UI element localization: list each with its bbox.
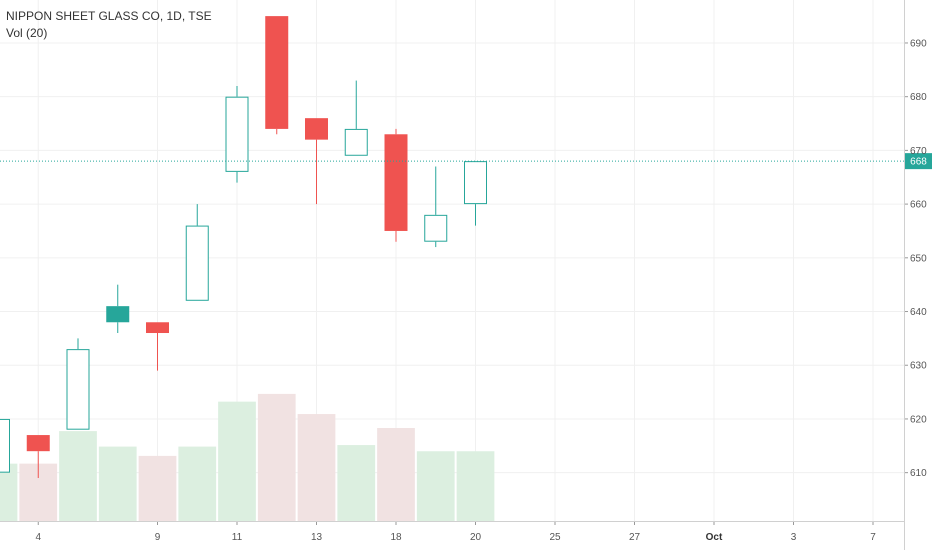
- symbol-title[interactable]: NIPPON SHEET GLASS CO, 1D, TSE: [6, 9, 212, 23]
- volume-indicator-label[interactable]: Vol (20): [6, 26, 48, 40]
- volume-bar: [218, 401, 256, 521]
- volume-bar: [337, 445, 376, 521]
- y-tick-label: 660: [910, 200, 927, 211]
- volume-bar: [257, 393, 296, 521]
- chart-legend: NIPPON SHEET GLASS CO, 1D, TSE Vol (20): [6, 8, 212, 42]
- volume-bar: [297, 414, 336, 521]
- x-tick-label: 9: [155, 532, 161, 543]
- candle-body: [185, 225, 209, 301]
- x-tick-label: 27: [629, 532, 641, 543]
- x-tick-label: 11: [232, 532, 243, 543]
- volume-bar: [59, 431, 97, 521]
- candle-body: [424, 214, 448, 242]
- candle-body: [225, 96, 249, 172]
- x-tick-label: 25: [549, 532, 561, 543]
- x-tick-label: 7: [870, 532, 876, 543]
- y-tick-label: 650: [910, 253, 927, 264]
- volume-bar: [416, 451, 455, 521]
- x-tick-label: 18: [390, 532, 402, 543]
- x-tick-label: 20: [470, 532, 482, 543]
- volume-bar: [178, 446, 217, 521]
- candles: [0, 16, 487, 479]
- candle-body: [66, 349, 90, 430]
- candle-body: [384, 134, 408, 231]
- candle-body: [305, 118, 328, 140]
- volume-bar: [377, 428, 415, 521]
- candle-body: [344, 128, 368, 156]
- y-tick-label: 610: [910, 468, 927, 479]
- volume-bar: [138, 455, 177, 521]
- y-tick-label: 620: [910, 414, 927, 425]
- y-tick-label: 640: [910, 307, 927, 318]
- x-tick-label: 4: [35, 532, 41, 543]
- y-tick-label: 680: [910, 92, 927, 103]
- volume-bar: [0, 463, 18, 521]
- x-tick-label: Oct: [706, 532, 723, 543]
- x-tick-label: 3: [791, 532, 797, 543]
- candle-body: [265, 16, 289, 129]
- candle-body: [0, 418, 10, 473]
- candle-body: [146, 322, 169, 334]
- y-tick-label: 630: [910, 361, 927, 372]
- volume-bar: [98, 446, 137, 521]
- candle-body: [464, 161, 487, 205]
- candle-body: [106, 306, 130, 323]
- last-price-line: 668: [0, 153, 932, 170]
- y-tick-label: 690: [910, 38, 927, 49]
- volume-bar: [456, 451, 495, 521]
- last-price-label: 668: [910, 157, 927, 168]
- x-tick-label: 13: [311, 532, 323, 543]
- grid: [0, 0, 904, 521]
- y-tick-label: 670: [910, 146, 927, 157]
- candle-body: [26, 435, 50, 452]
- last-price-badge: [905, 153, 932, 170]
